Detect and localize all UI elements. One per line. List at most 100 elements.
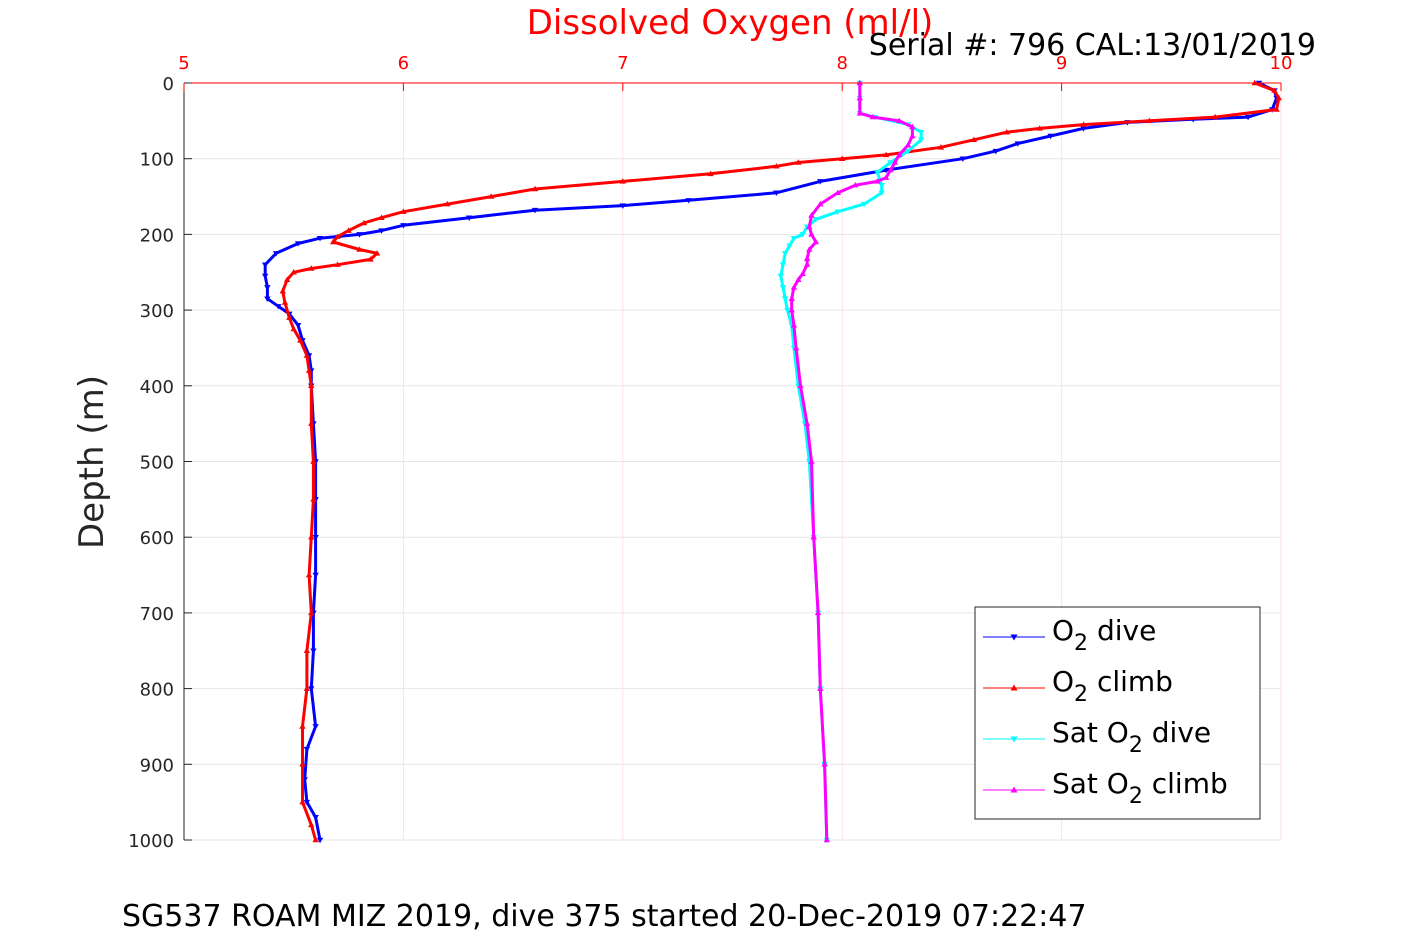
data-point-1-15 (707, 170, 714, 177)
data-point-1-24 (334, 233, 341, 239)
y-tick-label-7: 700 (140, 604, 174, 625)
data-point-3-5 (909, 123, 916, 130)
data-point-3-30 (797, 382, 804, 389)
data-point-1-20 (400, 208, 407, 214)
data-point-0-47 (303, 799, 311, 806)
data-point-1-38 (303, 352, 311, 358)
data-point-1-6 (1080, 121, 1087, 127)
data-point-1-27 (373, 250, 381, 256)
data-point-1-44 (308, 534, 315, 540)
data-point-0-12 (882, 167, 890, 174)
data-point-2-21 (777, 273, 784, 280)
data-point-3-18 (808, 231, 815, 237)
data-point-3-37 (823, 836, 831, 843)
data-point-3-29 (792, 344, 800, 351)
data-point-0-42 (310, 648, 317, 654)
series-1 (279, 79, 1283, 843)
data-point-1-9 (970, 136, 978, 143)
data-point-2-9 (874, 170, 881, 176)
data-point-1-49 (299, 723, 306, 729)
data-point-2-18 (786, 243, 793, 249)
data-point-1-23 (345, 227, 352, 233)
data-point-1-28 (367, 256, 374, 262)
data-point-3-24 (795, 276, 802, 283)
data-point-1-42 (310, 458, 317, 464)
data-point-3-13 (852, 181, 859, 188)
figure-caption: SG537 ROAM MIZ 2019, dive 375 started 20… (122, 899, 1087, 934)
x-axis-label: Dissolved Oxygen (ml/l) (527, 3, 934, 43)
data-point-1-51 (299, 798, 306, 805)
data-point-3-19 (812, 238, 820, 245)
data-point-3-35 (817, 685, 824, 691)
data-point-0-18 (466, 215, 473, 221)
data-point-1-46 (308, 609, 315, 616)
data-point-1-2 (1275, 94, 1283, 101)
legend-label-3: Sat O2 climb (1052, 767, 1228, 809)
data-point-1-47 (303, 647, 311, 653)
y-tick-label-3: 300 (140, 301, 174, 322)
data-point-1-33 (279, 287, 286, 294)
x-tick-label-2: 7 (617, 53, 628, 74)
data-point-0-21 (356, 232, 363, 238)
data-point-2-16 (799, 232, 806, 238)
data-point-0-16 (619, 203, 626, 209)
data-point-3-9 (891, 159, 899, 165)
data-point-3-10 (887, 166, 894, 173)
x-tick-label-4: 9 (1056, 53, 1067, 74)
data-point-1-18 (487, 193, 495, 199)
legend-marker-1 (1010, 684, 1018, 691)
data-point-1-45 (305, 571, 313, 578)
data-point-0-29 (275, 304, 282, 310)
data-point-2-12 (860, 201, 868, 208)
data-point-0-9 (1014, 141, 1021, 147)
data-point-0-49 (316, 837, 324, 844)
data-point-3-25 (790, 284, 798, 290)
data-point-1-32 (283, 276, 291, 283)
x-tick-label-3: 8 (836, 53, 847, 74)
data-point-2-22 (779, 285, 787, 291)
data-point-1-25 (329, 238, 337, 245)
data-point-1-30 (308, 265, 315, 271)
data-point-2-20 (779, 262, 787, 268)
x-tick-label-0: 5 (178, 53, 189, 74)
data-point-1-1 (1271, 87, 1278, 93)
data-point-1-53 (312, 836, 319, 843)
data-point-0-26 (261, 273, 269, 280)
data-point-3-27 (788, 306, 795, 313)
series-2 (777, 80, 925, 844)
series-0 (261, 80, 1280, 844)
data-point-0-10 (992, 148, 999, 155)
y-axis-label: Depth (m) (72, 375, 112, 549)
y-tick-label-1: 100 (140, 150, 174, 171)
data-point-1-48 (303, 685, 311, 691)
data-point-3-12 (874, 178, 881, 184)
data-point-0-24 (272, 251, 280, 257)
data-point-3-28 (790, 322, 798, 328)
data-point-0-23 (294, 241, 302, 247)
data-point-0-48 (312, 815, 319, 821)
data-point-3-21 (803, 255, 811, 261)
plot-data-layer (261, 79, 1283, 844)
data-point-3-32 (808, 458, 815, 464)
data-point-1-3 (1273, 106, 1280, 112)
data-point-3-22 (803, 261, 811, 267)
data-point-1-11 (882, 151, 890, 158)
data-point-0-17 (531, 207, 539, 214)
data-point-1-31 (290, 269, 297, 275)
data-point-0-39 (312, 534, 319, 541)
data-point-3-14 (834, 189, 842, 196)
data-point-0-27 (264, 285, 271, 291)
data-point-0-20 (378, 228, 385, 234)
data-point-1-8 (1003, 129, 1010, 135)
y-tick-label-5: 500 (140, 453, 174, 474)
legend-box (974, 606, 1261, 820)
data-point-1-14 (773, 163, 780, 169)
y-tick-label-10: 1000 (128, 831, 174, 852)
data-point-1-16 (619, 178, 626, 184)
data-point-0-28 (264, 296, 271, 302)
data-point-3-11 (882, 174, 890, 180)
data-point-0-25 (261, 262, 269, 268)
legend-label-1: O2 climb (1052, 665, 1173, 707)
data-point-0-19 (400, 223, 407, 229)
data-point-2-5 (917, 129, 925, 136)
